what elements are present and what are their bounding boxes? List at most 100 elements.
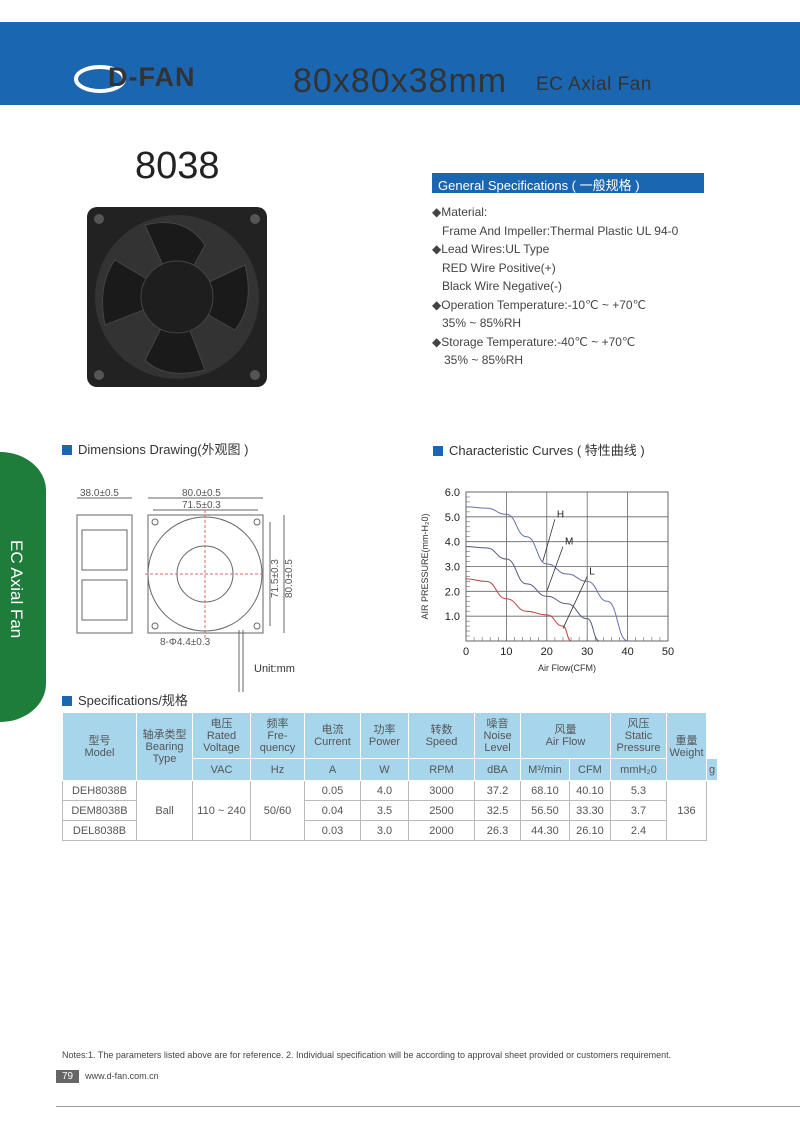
- holes-dim: 8-Φ4.4±0.3: [160, 637, 211, 648]
- table-unit: RPM: [408, 758, 475, 781]
- table-header: 风压 Static Pressure: [610, 712, 667, 759]
- width-dim: 80.0±0.5: [182, 488, 221, 499]
- table-unit: dBA: [474, 758, 521, 781]
- table-unit: W: [360, 758, 409, 781]
- series-pointer: [562, 576, 588, 629]
- table-cell: DEM8038B: [62, 800, 137, 821]
- bullet-square-icon: [62, 445, 72, 455]
- table-cell: 0.03: [304, 820, 361, 841]
- table-header: 风量 Air Flow: [520, 712, 611, 759]
- side-tab: [0, 452, 46, 722]
- x-tick-label: 50: [662, 646, 674, 658]
- table-cell: 136: [666, 780, 707, 841]
- y-tick-label: 2.0: [445, 586, 460, 598]
- y-tick-label: 1.0: [445, 611, 460, 623]
- logo-swoosh-icon: [74, 65, 126, 93]
- fan-photo: [87, 207, 267, 387]
- specs-heading: Specifications/规格: [62, 690, 188, 709]
- unit-label: Unit:mm: [254, 663, 295, 675]
- table-row: DEM8038B 0.04 3.5 2500 32.5 56.50 33.30 3.7: [62, 800, 718, 821]
- table-header: 型号 Model: [62, 712, 137, 781]
- table-cell: 4.0: [360, 780, 409, 801]
- bullet-square-icon: [62, 696, 72, 706]
- series-line-L: [465, 578, 572, 642]
- spec-line: ◆Operation Temperature:-10℃ ~ +70℃: [432, 297, 647, 312]
- table-cell: 5.3: [610, 780, 667, 801]
- table-unit: VAC: [192, 758, 251, 781]
- table-cell: 3.7: [610, 800, 667, 821]
- specs-title: Specifications/规格: [78, 693, 188, 708]
- table-unit: CFM: [568, 758, 612, 781]
- table-cell: 110 ~ 240: [192, 780, 251, 841]
- y-tick-label: 4.0: [445, 537, 460, 549]
- logo: D-FAN: [108, 62, 196, 92]
- model-title: 8038: [135, 145, 220, 187]
- hole-spacing-dim: 71.5±0.3: [182, 500, 221, 511]
- height-dim: 80.0±0.5: [284, 559, 295, 598]
- series-label: H: [557, 509, 564, 520]
- side-tab-label: EC Axial Fan: [7, 540, 26, 639]
- table-header: 转数 Speed: [408, 712, 475, 759]
- spec-line: Black Wire Negative(-): [442, 279, 563, 293]
- table-cell: 56.50: [520, 800, 570, 821]
- table-cell: 37.2: [474, 780, 521, 801]
- table-cell: DEH8038B: [62, 780, 137, 801]
- characteristic-chart: 0 10 20 30 40 50 1.0 2.0 3.0 4.0 5.0 6.0 Air Flow(CF…: [420, 487, 674, 673]
- product-type: EC Axial Fan: [536, 74, 652, 95]
- spec-line: ◆Lead Wires:UL Type: [432, 242, 550, 256]
- table-header: 轴承类型 Bearing Type: [136, 712, 193, 781]
- table-header: 频率 Fre- quency: [250, 712, 305, 759]
- x-tick-label: 40: [621, 646, 633, 658]
- table-header: 功率 Power: [360, 712, 409, 759]
- table-cell: 44.30: [520, 820, 570, 841]
- table-cell: 2000: [408, 820, 475, 841]
- table-cell: 40.10: [568, 780, 612, 801]
- table-unit: mmH₂0: [610, 758, 667, 781]
- spec-line: Frame And Impeller:Thermal Plastic UL 94…: [442, 223, 679, 238]
- table-header: 重量 Weight: [666, 712, 707, 781]
- page-number: 79: [56, 1070, 80, 1083]
- spec-line: 35% ~ 85%RH: [442, 316, 522, 330]
- general-specs-list: ◆Material: Frame And Impeller:Thermal Pl…: [432, 203, 678, 370]
- general-specs-title: General Specifications ( 一般规格 ): [432, 173, 704, 193]
- spec-line: 35% ~ 85%RH: [444, 353, 524, 367]
- header-band: [0, 22, 800, 105]
- table-cell: 2.4: [610, 820, 667, 841]
- table-unit: A: [304, 758, 361, 781]
- website-link[interactable]: www.d-fan.com.cn: [85, 1071, 159, 1081]
- table-cell: 26.10: [568, 820, 612, 841]
- x-tick-label: 0: [463, 646, 469, 658]
- y-axis-label: AIR PRESSURE(mm-H₂0): [420, 513, 430, 619]
- x-axis-label: Air Flow(CFM): [538, 663, 596, 673]
- spec-line: RED Wire Positive(+): [442, 260, 556, 275]
- table-cell: 3.0: [360, 820, 409, 841]
- curves-title: Characteristic Curves ( 特性曲线 ): [449, 443, 645, 458]
- footer-rule: [56, 1106, 800, 1107]
- series-pointer: [546, 546, 564, 592]
- table-unit: Hz: [250, 758, 305, 781]
- specs-table: 型号 Model 轴承类型 Bearing Type 电压 Rated Voltag…: [62, 712, 719, 841]
- dimensions-heading: Dimensions Drawing(外观图 ): [62, 439, 248, 458]
- bullet-square-icon: [433, 446, 443, 456]
- x-tick-label: 20: [541, 646, 553, 658]
- curves-heading: Characteristic Curves ( 特性曲线 ): [433, 440, 645, 459]
- product-size: 80x80x38mm: [293, 62, 508, 100]
- table-cell: 3.5: [360, 800, 409, 821]
- table-cell: 2500: [408, 800, 475, 821]
- y-tick-label: 5.0: [445, 512, 460, 524]
- footer: 79 www.d-fan.com.cn: [56, 1070, 159, 1083]
- series-label: M: [565, 537, 573, 548]
- table-cell: 0.04: [304, 800, 361, 821]
- spec-line: ◆Material:: [432, 205, 488, 219]
- table-cell: 33.30: [568, 800, 612, 821]
- spec-line: ◆Storage Temperature:-40℃ ~ +70℃: [432, 334, 636, 349]
- table-cell: DEL8038B: [62, 820, 137, 841]
- table-row: DEH8038B Ball 110 ~ 240 50/60 0.05 4.0 3000 37.…: [62, 780, 718, 841]
- series-pointer: [542, 519, 556, 562]
- table-cell: Ball: [136, 780, 193, 841]
- table-cell: 0.05: [304, 780, 361, 801]
- table-header: 噪音 Noise Level: [474, 712, 521, 759]
- hole-spacing-v-dim: 71.5±0.3: [270, 559, 281, 598]
- dimensions-title: Dimensions Drawing(外观图 ): [78, 442, 249, 457]
- dimension-drawing: 38.0±0.5 80.0±0.5 71.5±0.3 71.5±0.3 80.0…: [76, 488, 295, 692]
